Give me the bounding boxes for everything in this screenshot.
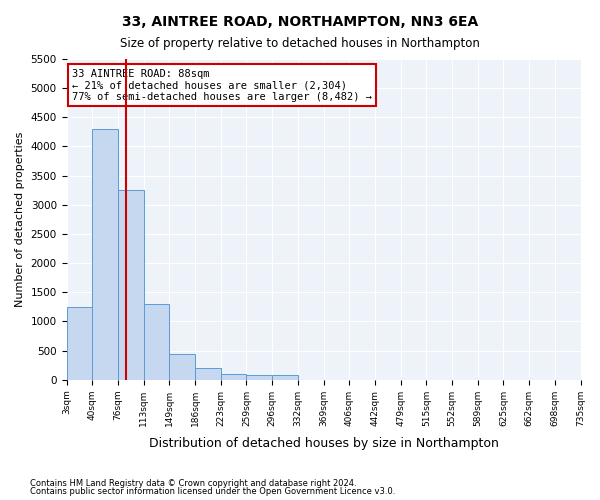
Bar xyxy=(143,304,169,380)
Bar xyxy=(169,354,195,380)
Bar xyxy=(272,376,298,380)
Text: Size of property relative to detached houses in Northampton: Size of property relative to detached ho… xyxy=(120,38,480,51)
Bar xyxy=(195,368,221,380)
Bar xyxy=(247,376,272,380)
Text: 33 AINTREE ROAD: 88sqm
← 21% of detached houses are smaller (2,304)
77% of semi-: 33 AINTREE ROAD: 88sqm ← 21% of detached… xyxy=(71,68,371,102)
Text: Contains public sector information licensed under the Open Government Licence v3: Contains public sector information licen… xyxy=(30,487,395,496)
Text: 33, AINTREE ROAD, NORTHAMPTON, NN3 6EA: 33, AINTREE ROAD, NORTHAMPTON, NN3 6EA xyxy=(122,15,478,29)
Text: Contains HM Land Registry data © Crown copyright and database right 2024.: Contains HM Land Registry data © Crown c… xyxy=(30,478,356,488)
Bar xyxy=(118,190,143,380)
Y-axis label: Number of detached properties: Number of detached properties xyxy=(15,132,25,307)
Bar xyxy=(67,307,92,380)
Bar xyxy=(92,129,118,380)
Bar xyxy=(221,374,247,380)
X-axis label: Distribution of detached houses by size in Northampton: Distribution of detached houses by size … xyxy=(149,437,499,450)
